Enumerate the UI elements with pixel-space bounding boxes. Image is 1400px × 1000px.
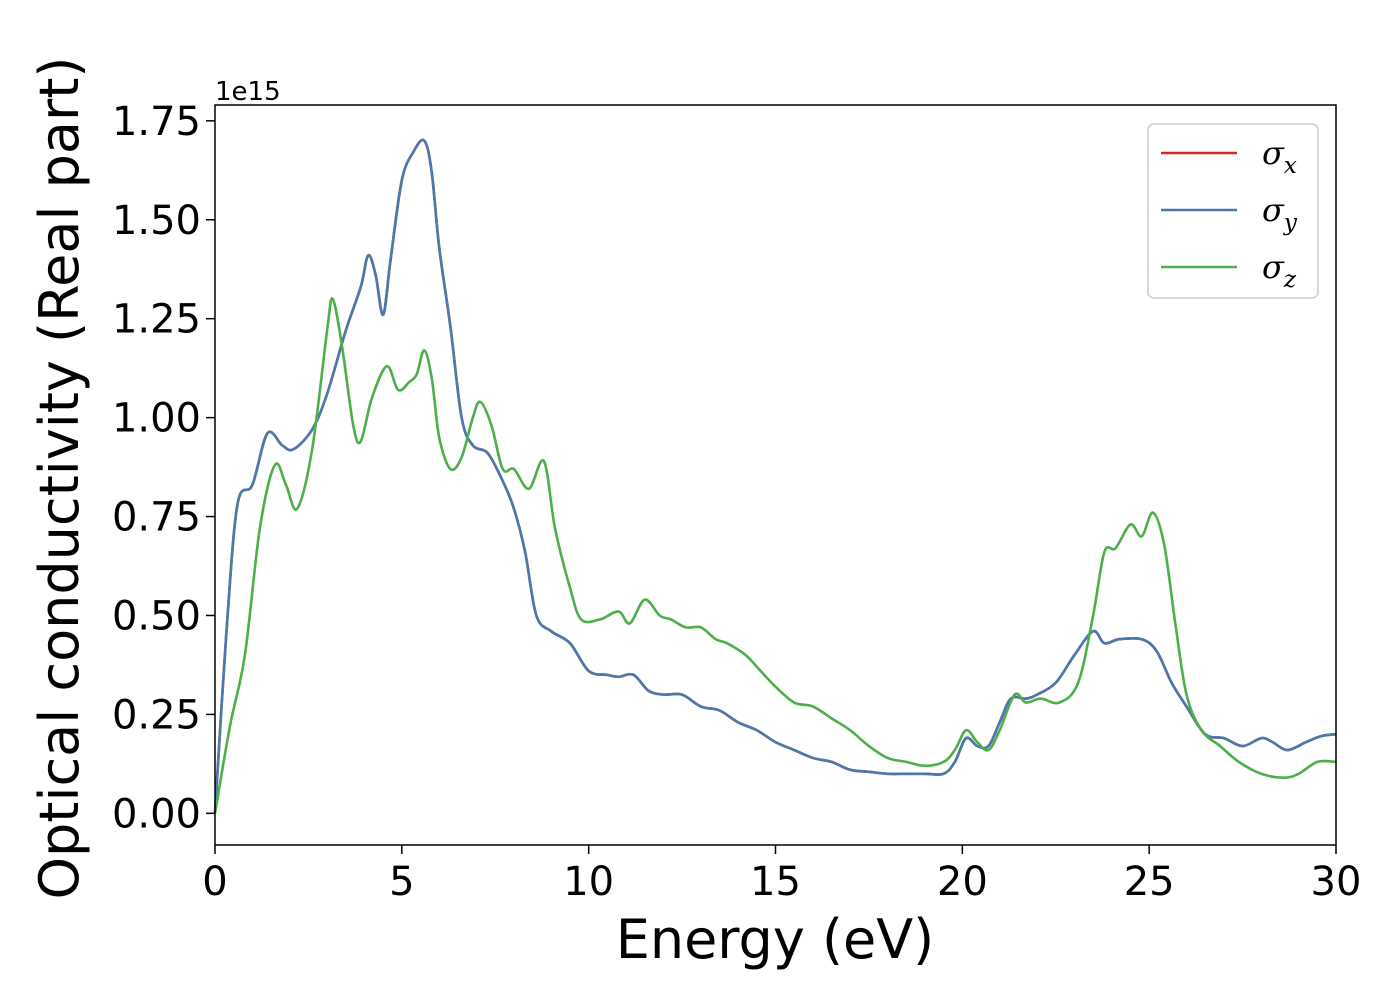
y-offset-label: 1e15 xyxy=(215,77,281,107)
x-tick-label: 30 xyxy=(1311,859,1362,905)
y-tick-label: 1.25 xyxy=(112,297,201,343)
x-axis-label: Energy (eV) xyxy=(616,908,935,971)
y-tick-label: 0.00 xyxy=(112,791,201,837)
x-axis-ticks: 0 5 10 15 20 25 30 xyxy=(202,845,1361,905)
y-tick-label: 0.50 xyxy=(112,593,201,639)
x-tick-label: 20 xyxy=(937,859,988,905)
y-tick-label: 0.75 xyxy=(112,495,201,541)
series-line-sigma-y xyxy=(213,138,1337,814)
x-tick-label: 0 xyxy=(202,859,227,905)
y-tick-label: 0.25 xyxy=(112,692,201,738)
y-tick-label: 1.00 xyxy=(112,396,201,442)
x-tick-label: 10 xyxy=(563,859,614,905)
legend-label-sigma-y: σy xyxy=(1262,191,1298,236)
x-tick-label: 15 xyxy=(750,859,801,905)
series-line-sigma-z xyxy=(213,297,1337,814)
y-axis-label: Optical conductivity (Real part) xyxy=(28,57,91,900)
y-tick-label: 1.75 xyxy=(112,99,201,145)
x-tick-label: 25 xyxy=(1124,859,1175,905)
series-layer xyxy=(213,138,1337,814)
x-tick-label: 5 xyxy=(389,859,414,905)
y-axis-ticks: 0.00 0.25 0.50 0.75 1.00 1.25 1.50 1.75 xyxy=(112,99,215,837)
y-tick-label: 1.50 xyxy=(112,198,201,244)
